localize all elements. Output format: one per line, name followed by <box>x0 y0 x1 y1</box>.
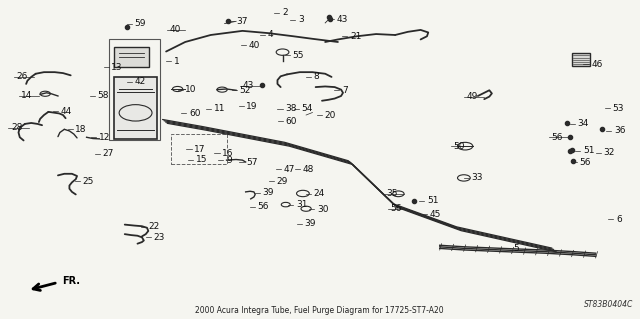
Text: 56: 56 <box>580 158 591 167</box>
Text: 49: 49 <box>467 92 478 101</box>
Text: FR.: FR. <box>63 277 81 286</box>
Text: 53: 53 <box>612 104 624 113</box>
Text: 15: 15 <box>196 155 207 164</box>
Text: 43: 43 <box>337 15 348 24</box>
Text: 6: 6 <box>616 215 621 224</box>
Text: 33: 33 <box>472 174 483 182</box>
Text: 2000 Acura Integra Tube, Fuel Purge Diagram for 17725-ST7-A20: 2000 Acura Integra Tube, Fuel Purge Diag… <box>195 306 443 315</box>
Text: 5: 5 <box>513 244 518 253</box>
Text: 28: 28 <box>11 123 22 132</box>
Text: 57: 57 <box>246 158 258 167</box>
Text: 8: 8 <box>314 72 319 81</box>
Text: 59: 59 <box>134 19 146 28</box>
Text: 58: 58 <box>97 92 109 100</box>
Text: 60: 60 <box>285 117 297 126</box>
Text: 7: 7 <box>342 86 348 95</box>
Text: 56: 56 <box>390 204 402 213</box>
Text: 54: 54 <box>301 104 313 113</box>
Bar <box>114 47 149 67</box>
Text: 40: 40 <box>170 26 180 34</box>
Text: 35: 35 <box>387 189 397 198</box>
Text: 12: 12 <box>99 133 110 142</box>
Text: 40: 40 <box>249 41 260 50</box>
Text: 1: 1 <box>173 56 179 65</box>
Text: 21: 21 <box>350 32 362 41</box>
Text: 37: 37 <box>236 17 248 26</box>
Text: 39: 39 <box>304 219 316 228</box>
Text: 20: 20 <box>324 111 336 120</box>
Text: 22: 22 <box>148 222 159 231</box>
Text: 11: 11 <box>214 104 225 113</box>
Text: 17: 17 <box>194 145 205 154</box>
Text: 4: 4 <box>268 31 273 40</box>
Text: 9: 9 <box>226 156 232 165</box>
Text: 43: 43 <box>243 81 254 90</box>
Bar <box>109 39 160 140</box>
Text: 42: 42 <box>134 77 145 86</box>
Text: 47: 47 <box>283 165 294 174</box>
Text: 26: 26 <box>17 72 28 81</box>
Text: 44: 44 <box>61 107 72 116</box>
Text: 19: 19 <box>246 102 258 111</box>
Text: 51: 51 <box>583 146 595 155</box>
Text: 48: 48 <box>303 165 314 174</box>
Text: 39: 39 <box>262 188 274 197</box>
Text: 30: 30 <box>317 204 328 213</box>
Text: 31: 31 <box>296 200 307 209</box>
Text: 23: 23 <box>154 233 164 242</box>
Text: 3: 3 <box>298 15 303 24</box>
Text: 25: 25 <box>83 177 94 186</box>
Text: 10: 10 <box>185 85 196 94</box>
Text: 55: 55 <box>292 51 304 60</box>
Text: 46: 46 <box>591 60 602 69</box>
Text: 51: 51 <box>427 196 438 205</box>
Text: 34: 34 <box>578 119 589 129</box>
Text: 29: 29 <box>276 177 287 186</box>
Text: 60: 60 <box>189 109 200 118</box>
Text: 36: 36 <box>614 126 625 135</box>
Text: 52: 52 <box>239 86 251 95</box>
Text: 27: 27 <box>102 149 114 158</box>
Text: 45: 45 <box>429 210 441 219</box>
Bar <box>172 134 227 164</box>
Text: 16: 16 <box>222 149 234 158</box>
Text: 38: 38 <box>285 104 296 113</box>
Text: 18: 18 <box>75 125 86 134</box>
Text: 13: 13 <box>111 63 123 72</box>
Text: 32: 32 <box>604 148 614 157</box>
Text: 2: 2 <box>282 8 287 17</box>
Text: 50: 50 <box>454 142 465 151</box>
Text: 24: 24 <box>314 189 325 198</box>
Text: 14: 14 <box>21 92 33 100</box>
Bar <box>572 53 590 66</box>
Text: ST83B0404C: ST83B0404C <box>584 300 633 309</box>
Bar <box>114 77 157 139</box>
Text: 56: 56 <box>258 202 269 211</box>
Text: 56: 56 <box>551 133 563 142</box>
